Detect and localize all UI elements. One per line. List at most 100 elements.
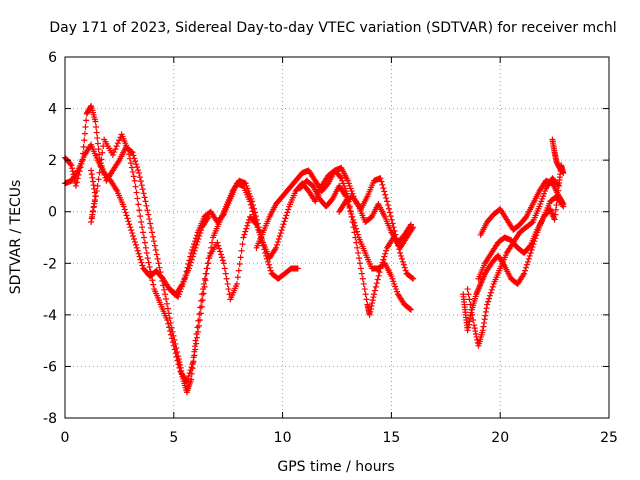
data-point <box>89 174 96 181</box>
data-point <box>472 328 479 335</box>
data-point <box>247 201 254 208</box>
data-point <box>146 263 153 270</box>
data-point <box>552 206 559 213</box>
y-tick-label: -4 <box>43 308 57 324</box>
data-point <box>204 265 211 272</box>
data-point <box>75 171 82 178</box>
data-point <box>145 211 152 218</box>
data-point <box>527 249 534 256</box>
data-point <box>350 216 357 223</box>
data-point <box>80 150 87 157</box>
x-tick-label: 20 <box>491 430 509 446</box>
data-point <box>553 202 560 209</box>
data-point <box>155 260 162 267</box>
data-point <box>193 340 200 347</box>
data-point <box>275 235 282 242</box>
data-point <box>357 265 364 272</box>
data-point <box>367 308 374 315</box>
data-point <box>482 308 489 315</box>
data-point <box>175 361 182 368</box>
data-point <box>552 211 559 218</box>
data-point <box>157 269 164 276</box>
data-point <box>480 323 487 330</box>
data-point <box>125 218 132 225</box>
data-point <box>94 140 101 147</box>
data-point <box>383 247 390 254</box>
data-point <box>240 234 247 241</box>
data-point <box>218 254 225 261</box>
data-point <box>407 221 414 228</box>
data-point <box>87 104 94 111</box>
data-point <box>471 325 478 332</box>
data-point <box>522 267 529 274</box>
data-point <box>348 210 355 217</box>
data-point <box>143 249 150 256</box>
data-point <box>197 310 204 317</box>
data-point <box>89 178 96 185</box>
data-point <box>150 281 157 288</box>
data-point <box>233 280 240 287</box>
data-point <box>195 328 202 335</box>
data-point <box>521 270 528 277</box>
data-point <box>199 297 206 304</box>
data-point <box>140 234 147 241</box>
data-point <box>402 267 409 274</box>
data-point <box>200 290 207 297</box>
data-point <box>482 312 489 319</box>
data-point <box>409 275 416 282</box>
data-point <box>524 258 531 265</box>
data-point <box>384 198 391 205</box>
data-point <box>83 117 90 124</box>
data-point <box>133 244 140 251</box>
data-point <box>472 331 479 338</box>
data-point <box>387 213 394 220</box>
data-point <box>554 192 561 199</box>
data-point <box>135 201 142 208</box>
y-tick-label: 4 <box>48 102 57 118</box>
data-point <box>386 209 393 216</box>
data-point <box>342 193 349 200</box>
data-point <box>242 228 249 235</box>
data-point <box>90 182 97 189</box>
data-point <box>138 259 145 266</box>
data-point <box>162 291 169 298</box>
x-tick-label: 5 <box>169 430 178 446</box>
data-point <box>356 255 363 262</box>
y-tick-label: -6 <box>43 359 57 375</box>
data-point <box>236 261 243 268</box>
data-point <box>464 286 471 293</box>
data-point <box>92 118 99 125</box>
data-point <box>111 149 118 156</box>
data-point <box>209 239 216 246</box>
data-point <box>150 238 157 245</box>
data-point <box>195 322 202 329</box>
data-point <box>352 225 359 232</box>
data-point <box>244 222 251 229</box>
data-point <box>134 164 141 171</box>
data-point <box>165 320 172 327</box>
data-point <box>489 283 496 290</box>
data-point <box>191 238 198 245</box>
data-point <box>184 375 191 382</box>
data-point <box>479 327 486 334</box>
data-point <box>390 224 397 231</box>
data-point <box>555 187 562 194</box>
data-point <box>95 146 102 153</box>
data-point <box>381 188 388 195</box>
data-point <box>93 188 100 195</box>
data-point <box>372 283 379 290</box>
data-point <box>132 241 139 248</box>
data-point <box>196 317 203 324</box>
data-point <box>163 296 170 303</box>
data-point <box>89 208 96 215</box>
data-point <box>206 255 213 262</box>
data-point <box>144 255 151 262</box>
data-point <box>410 275 417 282</box>
data-point <box>136 207 143 214</box>
data-point <box>367 305 374 312</box>
data-point <box>219 257 226 264</box>
data-point <box>355 249 362 256</box>
data-point <box>483 305 490 312</box>
data-point <box>363 296 370 303</box>
y-tick-label: 0 <box>48 205 57 221</box>
